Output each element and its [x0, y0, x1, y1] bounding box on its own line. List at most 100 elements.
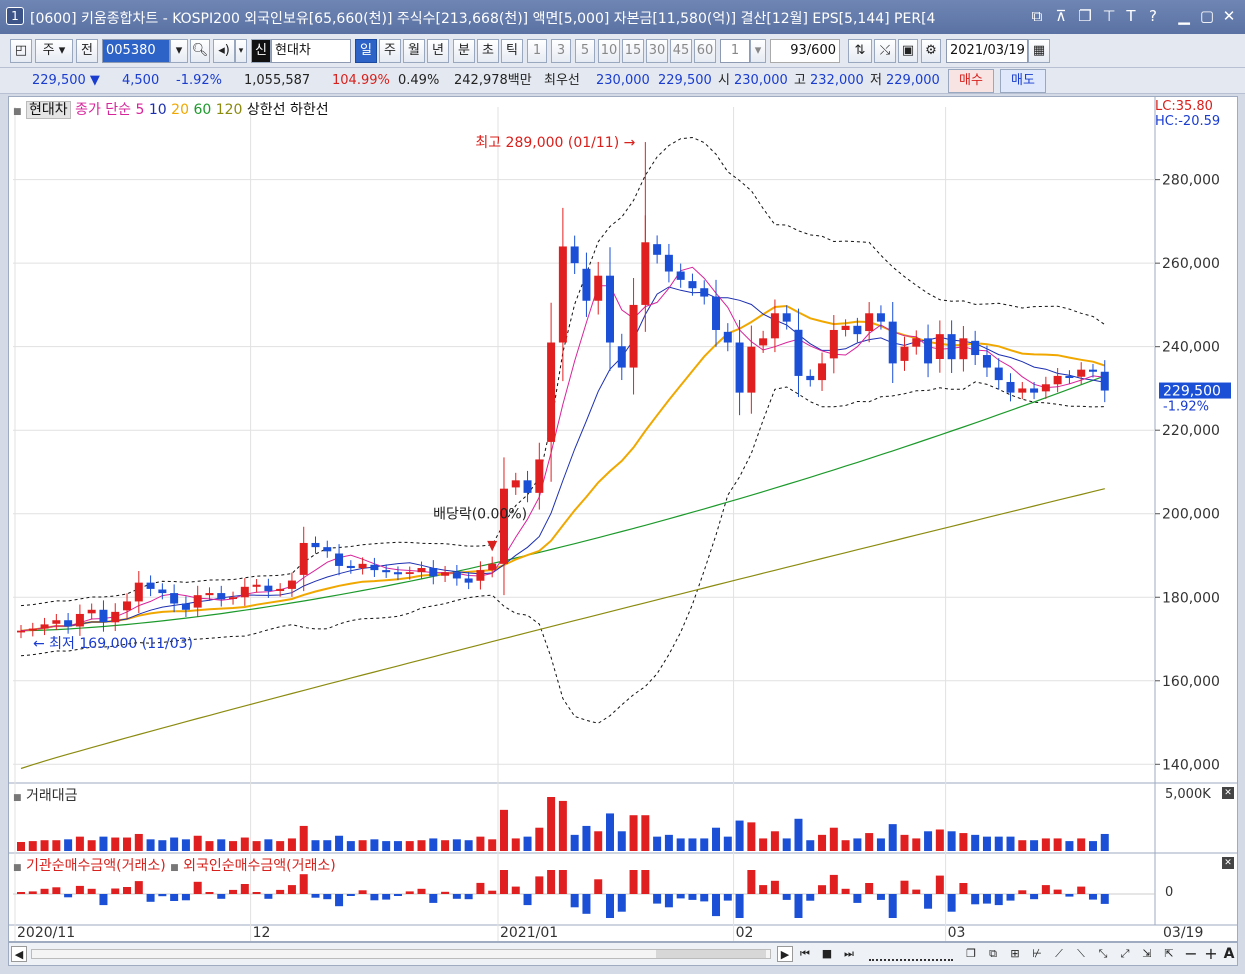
interval-10[interactable]: 10: [598, 39, 620, 63]
flow-panel-close-icon[interactable]: ✕: [1222, 857, 1234, 869]
interval-60[interactable]: 60: [694, 39, 716, 63]
period-week[interactable]: 주: [379, 39, 401, 63]
tool-c-icon[interactable]: ⟍: [1077, 947, 1085, 960]
minus-icon[interactable]: −: [1184, 944, 1198, 963]
count-field[interactable]: 93/600: [770, 39, 840, 63]
gear-icon[interactable]: ⚙: [921, 39, 941, 63]
candle-body: [17, 630, 25, 633]
layout-icon[interactable]: ◰: [10, 39, 32, 63]
tool-b-icon[interactable]: ⟋: [1055, 947, 1063, 960]
chart-area[interactable]: 280,000 260,000 240,000 220,000 200,000 180,0…: [8, 96, 1238, 942]
restore-icon[interactable]: ⧉: [1031, 7, 1043, 25]
legend-lower[interactable]: 하한선: [290, 102, 329, 118]
speaker-icon[interactable]: ◂): [213, 39, 235, 63]
layout3-icon[interactable]: ⊞: [1010, 947, 1020, 960]
flow-bar: [535, 876, 544, 894]
legend-upper[interactable]: 상한선: [246, 102, 286, 118]
interval-15[interactable]: 15: [622, 39, 644, 63]
trade-value-bar: [570, 834, 579, 851]
top-icon[interactable]: ⊤: [1102, 7, 1116, 25]
calendar-icon[interactable]: ▦: [1028, 39, 1050, 63]
candle-body: [959, 338, 968, 360]
legend-ma20[interactable]: 20: [171, 102, 189, 118]
search-icon[interactable]: 🔍︎: [190, 39, 210, 63]
candle-body: [488, 563, 497, 571]
speaker-dropdown-icon[interactable]: ▾: [235, 39, 247, 63]
text-a-icon[interactable]: A: [1223, 946, 1235, 962]
stock-name-field[interactable]: 현대차: [271, 39, 351, 63]
flow-panel-title[interactable]: ■ 기관순매수금액(거래소) ■ 외국인순매수금액(거래소): [13, 855, 336, 875]
plus-icon[interactable]: +: [1204, 944, 1218, 963]
jeon-button[interactable]: 전: [76, 39, 98, 63]
trade-panel-close-icon[interactable]: ✕: [1222, 787, 1234, 799]
interval-input[interactable]: 1: [720, 39, 750, 63]
period-minute[interactable]: 분: [453, 39, 475, 63]
pin-icon[interactable]: ⊼: [1055, 7, 1067, 25]
interval-1[interactable]: 1: [527, 39, 547, 63]
forward-icon[interactable]: ⏭: [844, 947, 854, 960]
legend-stock[interactable]: 현대차: [25, 101, 71, 119]
layout2-icon[interactable]: ⧉: [989, 947, 997, 960]
interval-45[interactable]: 45: [670, 39, 692, 63]
help-icon[interactable]: ?: [1149, 7, 1157, 25]
interval-3[interactable]: 3: [551, 39, 571, 63]
period-year[interactable]: 년: [427, 39, 449, 63]
trade-value-bar: [264, 839, 273, 851]
tool-d-icon[interactable]: ⤡: [1098, 947, 1108, 960]
legend-ma10[interactable]: 10: [148, 102, 167, 118]
bollinger-bands: [20, 136, 1106, 724]
buy-button[interactable]: 매수: [948, 69, 994, 93]
open-label: 시: [718, 73, 730, 88]
copy-icon[interactable]: ❐: [1078, 7, 1092, 25]
scroll-thumb[interactable]: [656, 950, 766, 958]
candle-body: [806, 375, 815, 381]
period-tick[interactable]: 틱: [501, 39, 523, 63]
code-dropdown-icon[interactable]: ▾: [170, 39, 188, 63]
zoom-slider-icon[interactable]: [869, 947, 953, 961]
trade-panel-title[interactable]: ■ 거래대금: [13, 785, 78, 805]
layout1-icon[interactable]: ❐: [966, 947, 976, 960]
scroll-right-icon[interactable]: ▶: [777, 946, 793, 962]
legend-ma60[interactable]: 60: [193, 102, 212, 118]
sell-button[interactable]: 매도: [1000, 69, 1046, 93]
chart-svg[interactable]: 280,000 260,000 240,000 220,000 200,000 180,0…: [9, 97, 1237, 941]
save-icon[interactable]: ▣: [898, 39, 918, 63]
minimize-icon[interactable]: ▁: [1178, 7, 1190, 25]
legend-close[interactable]: 종가 단순: [75, 102, 132, 118]
close-icon[interactable]: ✕: [1222, 7, 1236, 25]
trade-value-bar: [99, 836, 108, 851]
text-icon[interactable]: T: [1126, 7, 1136, 25]
legend-ma120[interactable]: 120: [215, 102, 243, 118]
interval-30[interactable]: 30: [646, 39, 668, 63]
period-day[interactable]: 일: [355, 39, 377, 63]
scroll-left-icon[interactable]: ◀: [11, 946, 27, 962]
candle-body: [441, 572, 450, 576]
interval-5[interactable]: 5: [575, 39, 595, 63]
type-select[interactable]: 주 ▾: [35, 39, 73, 63]
tool-a-icon[interactable]: ⊬: [1032, 947, 1042, 960]
date-input[interactable]: 2021/03/19: [946, 39, 1028, 63]
flow-bar: [982, 894, 991, 904]
compare-icon[interactable]: ⇅: [848, 39, 872, 63]
stock-code-input[interactable]: 005380: [102, 39, 170, 63]
flow-bar: [40, 888, 49, 894]
tool-g-icon[interactable]: ⇱: [1164, 947, 1174, 960]
high-label: 고: [794, 73, 806, 88]
ma60-line: [20, 375, 1106, 632]
stop-icon[interactable]: ■: [821, 947, 833, 960]
indicator-icon[interactable]: ⤯: [874, 39, 896, 63]
y-tick-label: 180,000: [1162, 590, 1220, 606]
tool-f-icon[interactable]: ⇲: [1142, 947, 1152, 960]
period-month[interactable]: 월: [403, 39, 425, 63]
trade-value-bar: [170, 837, 179, 851]
legend-ma5[interactable]: 5: [135, 102, 145, 118]
rewind-icon[interactable]: ⏮: [800, 947, 810, 960]
tool-e-icon[interactable]: ⤢: [1120, 947, 1130, 960]
trade-value-bar: [829, 827, 838, 851]
candle-body: [52, 620, 61, 624]
period-second[interactable]: 초: [477, 39, 499, 63]
interval-dropdown-icon[interactable]: ▾: [750, 39, 766, 63]
scroll-track[interactable]: [31, 949, 771, 959]
maximize-icon[interactable]: ▢: [1199, 7, 1215, 25]
candle-body: [641, 242, 650, 305]
